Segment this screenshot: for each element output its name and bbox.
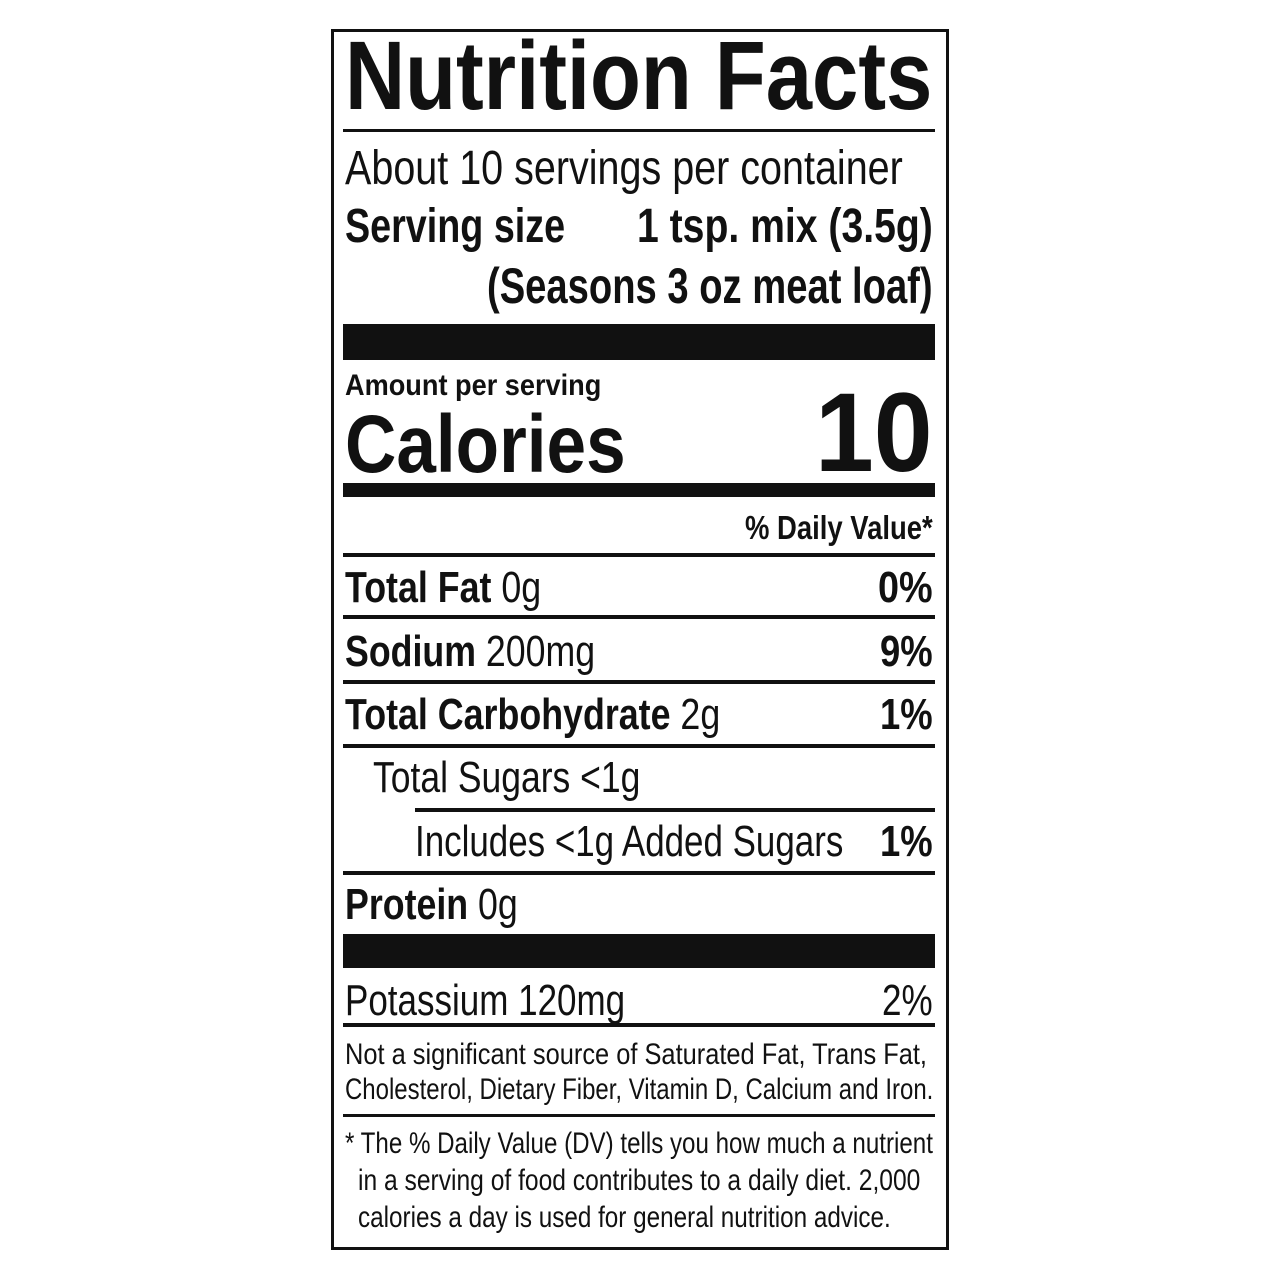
divider bbox=[343, 744, 935, 748]
not-significant-line-2: Cholesterol, Dietary Fiber, Vitamin D, C… bbox=[345, 1073, 934, 1106]
nutrient-added-sugars: Includes <1g Added Sugars bbox=[415, 817, 844, 866]
daily-value-header: % Daily Value* bbox=[745, 509, 933, 546]
dv-total-carbohydrate: 1% bbox=[880, 690, 933, 739]
servings-per-container: About 10 servings per container bbox=[345, 142, 903, 195]
dv-total-fat: 0% bbox=[878, 563, 933, 612]
divider bbox=[343, 615, 935, 619]
label-title: Nutrition Facts bbox=[345, 21, 933, 130]
calories-label: Calories bbox=[345, 399, 626, 490]
nutrition-facts-panel bbox=[331, 29, 949, 1250]
nutrient-total-fat: Total Fat 0g bbox=[345, 563, 542, 612]
footnote-line-3: calories a day is used for general nutri… bbox=[358, 1201, 891, 1234]
nutrient-protein: Protein 0g bbox=[345, 880, 518, 929]
calories-value: 10 bbox=[815, 370, 933, 495]
divider bbox=[343, 1023, 935, 1027]
divider bbox=[343, 680, 935, 684]
dv-potassium: 2% bbox=[882, 976, 933, 1025]
thick-bar bbox=[343, 934, 935, 968]
dv-sodium: 9% bbox=[880, 627, 933, 676]
divider bbox=[343, 553, 935, 557]
divider bbox=[415, 808, 935, 812]
divider bbox=[343, 871, 935, 875]
medium-bar bbox=[343, 483, 935, 497]
serving-size-label: Serving size bbox=[345, 200, 566, 253]
nutrient-sodium: Sodium 200mg bbox=[345, 627, 596, 676]
not-significant-line-1: Not a significant source of Saturated Fa… bbox=[345, 1038, 927, 1071]
nutrient-total-carbohydrate: Total Carbohydrate 2g bbox=[345, 690, 721, 739]
divider bbox=[343, 129, 935, 132]
thick-bar bbox=[343, 324, 935, 360]
divider bbox=[343, 1114, 935, 1117]
amount-per-serving: Amount per serving bbox=[345, 369, 602, 402]
dv-added-sugars: 1% bbox=[880, 817, 933, 866]
footnote-line-1: * The % Daily Value (DV) tells you how m… bbox=[345, 1127, 933, 1160]
nutrient-total-sugars: Total Sugars <1g bbox=[373, 753, 641, 802]
serving-size-value: 1 tsp. mix (3.5g) bbox=[637, 200, 933, 253]
nutrient-potassium: Potassium 120mg bbox=[345, 976, 626, 1025]
serving-size-note: (Seasons 3 oz meat loaf) bbox=[487, 258, 933, 314]
footnote-line-2: in a serving of food contributes to a da… bbox=[358, 1164, 921, 1197]
